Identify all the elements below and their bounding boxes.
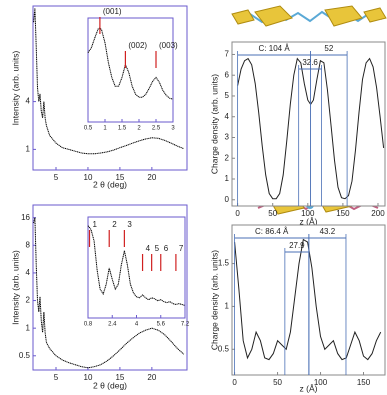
peak-label: 4	[146, 244, 151, 253]
y-tick-label: 1	[26, 144, 31, 153]
x-axis-label: z (Å)	[300, 216, 318, 226]
x-tick-label: 0.8	[84, 322, 93, 328]
y-tick-label: 3	[225, 133, 230, 142]
y-tick-label: 6	[225, 70, 230, 79]
y-tick-label: 16	[21, 213, 30, 222]
peak-label: 3	[127, 220, 132, 229]
x-axis-label: 2 θ (deg)	[93, 179, 127, 189]
x-tick-label: 150	[336, 209, 350, 218]
data-line	[87, 225, 186, 306]
y-tick-label: 5	[225, 91, 230, 100]
y-axis-label: Charge density (arb. units)	[209, 74, 219, 174]
y-tick-label: 2	[26, 296, 31, 305]
peak-label: (003)	[159, 41, 178, 50]
x-tick-label: 2.5	[152, 126, 161, 132]
dimension-label: 27.9	[289, 241, 305, 250]
x-tick-label: 0	[232, 378, 237, 387]
x-tick-label: 3	[171, 126, 175, 132]
ring	[231, 9, 255, 25]
x-tick-label: 15	[115, 173, 124, 182]
x-tick-label: 200	[371, 209, 385, 218]
x-tick-label: 15	[115, 373, 124, 382]
peak-label: 1	[93, 220, 98, 229]
x-tick-label: 100	[314, 378, 328, 387]
peak-label: (002)	[128, 41, 147, 50]
y-axis-label: Intensity (arb. units)	[10, 250, 20, 325]
x-axis-label: 2 θ (deg)	[93, 380, 127, 390]
x-tick-label: 1	[103, 126, 107, 132]
x-tick-label: 4	[135, 322, 139, 328]
dimension-label: C: 104 Å	[259, 44, 291, 53]
x-tick-label: 1.5	[118, 126, 127, 132]
x-tick-label: 100	[301, 209, 315, 218]
y-tick-label: 1	[225, 302, 230, 311]
x-tick-label: 2.4	[108, 322, 117, 328]
ring	[254, 5, 293, 27]
x-tick-label: 7.2	[181, 322, 190, 328]
inset-frame	[87, 17, 174, 123]
y-axis-label: Intensity (arb. units)	[10, 51, 20, 126]
data-line	[33, 217, 185, 369]
y-tick-label: 8	[26, 240, 31, 249]
y-tick-label: 7	[225, 50, 230, 59]
y-tick-label: 4	[26, 97, 31, 106]
molecule-top	[231, 5, 387, 27]
x-tick-label: 5.6	[157, 322, 166, 328]
x-tick-label: 50	[273, 378, 282, 387]
ring	[363, 7, 387, 23]
x-tick-label: 5	[54, 173, 59, 182]
y-tick-label: 1	[26, 323, 31, 332]
y-tick-label: 4	[225, 112, 230, 121]
peak-label: 7	[179, 244, 184, 253]
y-tick-label: 2	[225, 153, 230, 162]
data-line	[33, 8, 184, 155]
inset-frame	[87, 216, 186, 319]
x-tick-label: 50	[268, 209, 277, 218]
peak-label: (001)	[103, 7, 122, 16]
y-tick-label: 4	[26, 268, 31, 277]
y-tick-label: 0	[225, 195, 230, 204]
ring	[324, 5, 363, 27]
x-axis-label: z (Å)	[300, 383, 318, 393]
dimension-label: C: 86.4 Å	[255, 227, 289, 236]
peak-label: 2	[112, 220, 117, 229]
y-tick-label: 1	[225, 174, 230, 183]
dimension-label: 52	[324, 44, 333, 53]
peak-label: 6	[164, 244, 169, 253]
x-tick-label: 10	[84, 173, 93, 182]
data-line	[234, 238, 382, 361]
x-tick-label: 2	[137, 126, 141, 132]
x-tick-label: 150	[357, 378, 371, 387]
x-tick-label: 20	[147, 373, 156, 382]
y-tick-label: 0.5	[218, 344, 230, 353]
y-tick-label: 0.5	[19, 351, 31, 360]
dimension-label: 43.2	[320, 227, 336, 236]
x-tick-label: 5	[54, 373, 59, 382]
chain	[237, 10, 383, 24]
x-tick-label: 0	[235, 209, 240, 218]
x-tick-label: 20	[147, 173, 156, 182]
y-tick-label: 1.5	[218, 259, 230, 268]
peak-label: 5	[155, 244, 160, 253]
y-axis-label: Charge density (arb. units)	[209, 250, 219, 350]
x-tick-label: 0.5	[84, 126, 93, 132]
x-tick-label: 10	[84, 373, 93, 382]
